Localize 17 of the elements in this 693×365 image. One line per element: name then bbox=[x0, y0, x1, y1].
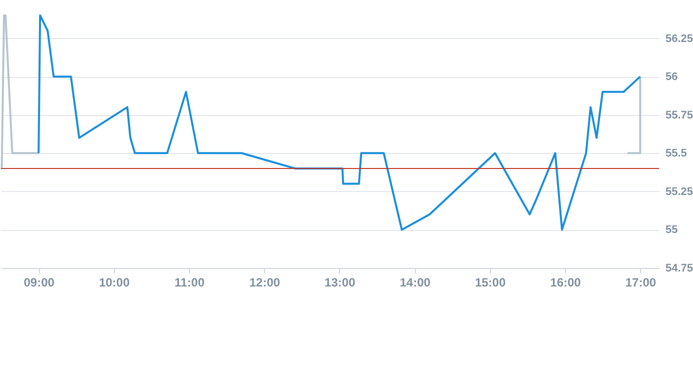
y-tick-label: 54.75 bbox=[666, 262, 693, 274]
y-tick-label: 55.5 bbox=[666, 148, 687, 160]
x-tick-label: 16:00 bbox=[550, 276, 582, 290]
x-tick-label: 15:00 bbox=[474, 276, 506, 290]
line-series bbox=[38, 14, 642, 231]
y-tick-label: 55.75 bbox=[666, 109, 693, 122]
x-tick-label: 13:00 bbox=[324, 276, 356, 290]
y-tick-label: 55.25 bbox=[666, 186, 693, 198]
x-tick-label: 11:00 bbox=[174, 276, 205, 290]
y-tick-label: 55 bbox=[666, 224, 678, 236]
x-tick-label: 14:00 bbox=[400, 276, 431, 290]
x-tick-label: 17:00 bbox=[625, 276, 656, 290]
x-tick-label: 09:00 bbox=[24, 276, 55, 290]
y-tick-label: 56 bbox=[666, 71, 678, 84]
x-tick-label: 10:00 bbox=[98, 276, 130, 290]
y-tick-label: 56.25 bbox=[666, 32, 693, 45]
x-tick-label: 12:00 bbox=[249, 276, 280, 290]
